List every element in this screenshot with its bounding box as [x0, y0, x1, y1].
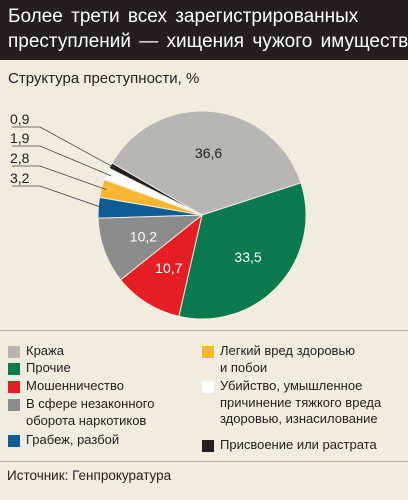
- slice-value-label-fraud: 10,7: [155, 260, 182, 276]
- leader-line-embezzlement: [12, 126, 116, 169]
- slice-value-label-embezzlement: 0,9: [10, 111, 30, 127]
- legend-swatch-robbery: [8, 435, 20, 447]
- pie-slice-fraud: [119, 213, 203, 317]
- leader-line-murder: [12, 145, 112, 177]
- slice-value-label-light-harm: 2,8: [10, 150, 30, 166]
- leader-line-light-harm: [12, 165, 107, 191]
- source-note: Источник: Генпрокуратура: [7, 468, 172, 483]
- legend-swatch-theft: [8, 346, 20, 358]
- slice-value-label-murder: 1,9: [10, 130, 30, 146]
- chart-header: Более трети всех зарегистрированных прес…: [0, 0, 408, 60]
- legend-label-other: Прочие: [26, 360, 71, 375]
- pie-slice-other: [178, 182, 307, 320]
- legend-label-embezzlement: Присвоение или растрата: [220, 437, 377, 452]
- legend-label-fraud: Мошенничество: [26, 378, 124, 393]
- legend-item-theft: Кража: [8, 343, 64, 360]
- slice-value-label-other: 33,5: [234, 249, 261, 265]
- legend-item-embezzlement: Присвоение или растрата: [202, 437, 377, 454]
- legend-item-other: Прочие: [8, 360, 71, 377]
- slice-value-label-robbery: 3,2: [10, 170, 30, 186]
- legend-item-robbery: Грабеж, разбой: [8, 432, 119, 449]
- legend: Кража Прочие Мошенничество В сфере незак…: [0, 330, 408, 462]
- chart-title-line-2: преступлений — хищения чужого имущества: [8, 31, 408, 52]
- pie-chart: 36,6 33,5 10,7 10,2 3,2 2,8 1,9 0,9: [10, 110, 307, 320]
- legend-swatch-murder: [202, 381, 214, 393]
- legend-item-light-harm: Легкий вред здоровью и побои: [202, 343, 355, 376]
- legend-item-fraud: Мошенничество: [8, 378, 124, 395]
- pie-slice-theft: [111, 110, 302, 216]
- chart-title-line-1: Более трети всех зарегистрированных: [8, 6, 359, 27]
- chart-subtitle: Структура преступности, %: [8, 70, 200, 87]
- legend-label-theft: Кража: [26, 343, 64, 358]
- legend-swatch-drugs: [8, 399, 20, 411]
- slice-value-label-theft: 36,6: [195, 145, 222, 161]
- legend-swatch-embezzlement: [202, 440, 214, 452]
- legend-label-murder: Убийство, умышленное причинение тяжкого …: [220, 378, 382, 426]
- slice-value-label-drugs: 10,2: [130, 228, 157, 244]
- legend-swatch-light-harm: [202, 346, 214, 358]
- leader-line-robbery: [12, 185, 104, 209]
- legend-swatch-fraud: [8, 381, 20, 393]
- legend-label-robbery: Грабеж, разбой: [26, 432, 120, 447]
- legend-label-drugs: В сфере незаконного оборота наркотиков: [26, 396, 155, 428]
- legend-swatch-other: [8, 363, 20, 375]
- legend-label-light-harm: Легкий вред здоровью и побои: [220, 343, 355, 375]
- legend-item-drugs: В сфере незаконного оборота наркотиков: [8, 396, 154, 429]
- legend-item-murder: Убийство, умышленное причинение тяжкого …: [202, 378, 381, 428]
